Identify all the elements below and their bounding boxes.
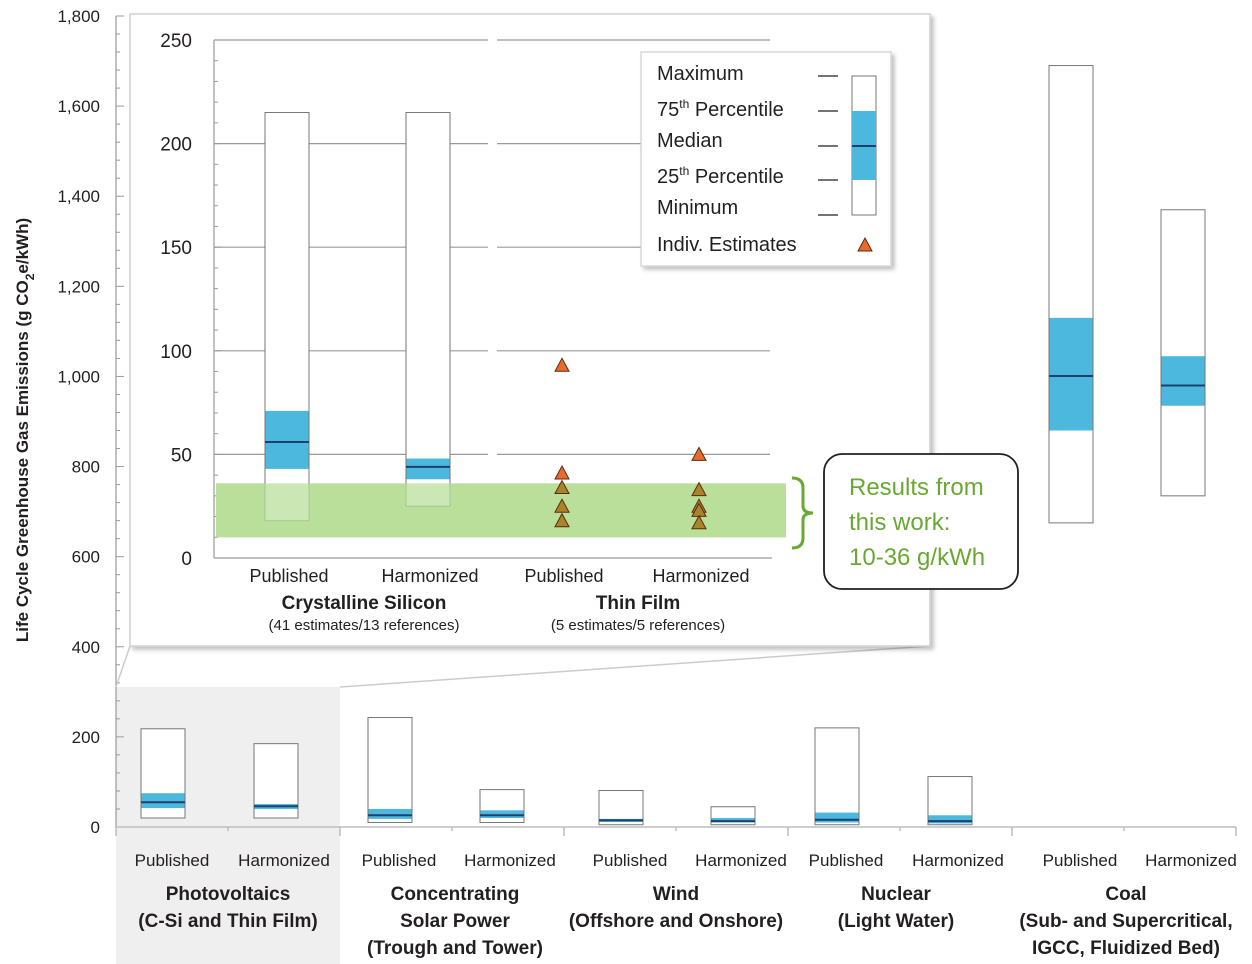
- inset-x-tick-label: Harmonized: [381, 566, 478, 586]
- legend-item-label: 25th Percentile: [657, 164, 784, 188]
- legend-item-label: Minimum: [657, 197, 738, 219]
- main-group-label: Coal: [1105, 884, 1146, 905]
- main-group-label: Photovoltaics: [166, 884, 291, 905]
- main-y-tick-label: 1,200: [57, 277, 100, 296]
- box-iqr: [368, 808, 412, 819]
- main-y-tick-label: 1,000: [57, 367, 100, 386]
- estimate-marker: [691, 481, 707, 497]
- main-group-label: (Offshore and Onshore): [569, 911, 783, 932]
- main-group-label: Concentrating: [391, 884, 520, 905]
- main-x-tick-label: Harmonized: [912, 851, 1004, 870]
- legend: Maximum 75th Percentile Median 25th Percent…: [640, 51, 892, 267]
- inset-y-tick-label: 200: [160, 135, 192, 156]
- inset-estimates: [554, 357, 707, 530]
- results-callout-line: Results from: [849, 474, 984, 501]
- main-x-tick-label: Harmonized: [1145, 851, 1237, 870]
- main-group-labels: Photovoltaics (C-Si and Thin Film) Concent…: [138, 884, 1232, 959]
- legend-items: Maximum 75th Percentile Median 25th Percent…: [657, 63, 838, 256]
- results-callout-line: this work:: [849, 509, 950, 536]
- box-iqr: [815, 812, 859, 823]
- main-y-tick-label: 400: [72, 638, 100, 657]
- legend-frame: [640, 51, 892, 267]
- results-callout-line: 10-36 g/kWh: [849, 544, 985, 571]
- main-boxes: [140, 65, 1206, 826]
- main-x-tick-label: Published: [809, 851, 884, 870]
- main-y-axis-title: Life Cycle Greenhouse Gas Emissions (g C…: [13, 218, 37, 642]
- inset-y-tick-label: 0: [181, 549, 192, 570]
- estimate-marker: [554, 357, 570, 372]
- estimate-marker: [554, 479, 570, 495]
- main-x-tick-label: Published: [362, 851, 437, 870]
- inset-x-tick-label: Harmonized: [652, 566, 749, 586]
- estimate-marker: [554, 498, 570, 513]
- inset-group-title: Thin Film: [596, 593, 680, 614]
- results-bracket: [791, 476, 814, 550]
- estimate-marker: [554, 512, 570, 528]
- main-group-label: Nuclear: [861, 884, 931, 905]
- results-band-overlay: [216, 483, 786, 538]
- inset-y-tick-label: 250: [160, 31, 192, 52]
- main-y-tick-label: 1,800: [57, 7, 100, 26]
- legend-item-label: 75th Percentile: [657, 97, 784, 121]
- main-x-tick-labels: Published Harmonized Published Harmonized Pu…: [135, 851, 1237, 870]
- main-x-tick-label: Harmonized: [695, 851, 787, 870]
- inset-boxes: [216, 112, 786, 538]
- inset-x-tick-label: Published: [524, 566, 603, 586]
- inset-y-tick-label: 150: [160, 238, 192, 259]
- main-x-tick-label: Harmonized: [238, 851, 330, 870]
- estimate-marker: [554, 464, 570, 480]
- box-iqr: [480, 810, 524, 818]
- main-group-label: IGCC, Fluidized Bed): [1032, 938, 1220, 959]
- main-group-label: Solar Power: [400, 911, 510, 932]
- inset-x-tick-label: Published: [249, 566, 328, 586]
- inset-group-title: Crystalline Silicon: [282, 593, 447, 614]
- main-group-label: (Sub- and Supercritical,: [1019, 911, 1232, 932]
- main-x-tick-label: Harmonized: [464, 851, 556, 870]
- inset-box-iqr: [406, 458, 450, 480]
- main-y-tick-label: 600: [72, 548, 100, 567]
- inset-box-range: [405, 112, 451, 507]
- main-group-label: (Light Water): [838, 911, 954, 932]
- estimate-marker: [691, 446, 707, 461]
- main-group-label: (Trough and Tower): [367, 938, 543, 959]
- inset-group-labels: Crystalline Silicon (41 estimates/13 refe…: [269, 593, 726, 634]
- box-range: [367, 717, 413, 823]
- inset-y-tick-label: 50: [171, 445, 192, 466]
- main-x-tick-label: Published: [593, 851, 668, 870]
- zoom-connector-right: [339, 645, 931, 688]
- main-y-tick-label: 200: [72, 728, 100, 747]
- box-range: [814, 727, 860, 826]
- results-callout: [823, 453, 1019, 590]
- zoom-connector-left: [115, 645, 131, 688]
- estimate-marker: [691, 514, 707, 530]
- main-y-axis: 0 200 400 600 800 1,000 1,200 1,400 1,600 1,800: [57, 7, 124, 837]
- inset-box-iqr: [265, 410, 309, 469]
- legend-item-label: Indiv. Estimates: [657, 234, 797, 256]
- box-range: [1160, 209, 1206, 497]
- legend-estimate-marker: [857, 236, 873, 252]
- legend-item-label: Maximum: [657, 63, 744, 85]
- main-y-tick-label: 0: [91, 818, 100, 837]
- box-iqr: [928, 815, 972, 824]
- group-separators: [115, 827, 1237, 836]
- inset-group-subtitle: (41 estimates/13 references): [269, 617, 460, 634]
- inset-group-subtitle: (5 estimates/5 references): [551, 617, 725, 634]
- box-iqr: [1161, 356, 1205, 406]
- main-x-tick-label: Published: [1043, 851, 1118, 870]
- inset-x-tick-labels: Published Harmonized Published Harmonized: [249, 566, 749, 586]
- legend-item-label: Median: [657, 130, 723, 152]
- main-y-tick-label: 800: [72, 458, 100, 477]
- box-iqr: [1049, 317, 1093, 431]
- main-y-tick-label: 1,600: [57, 97, 100, 116]
- box-range: [1048, 65, 1094, 524]
- results-callout-text: Results from this work: 10-36 g/kWh: [849, 474, 985, 571]
- main-y-tick-label: 1,400: [57, 187, 100, 206]
- box-iqr: [141, 793, 185, 809]
- main-group-label: Wind: [653, 884, 699, 905]
- inset-y-tick-label: 100: [160, 342, 192, 363]
- main-x-tick-label: Published: [135, 851, 210, 870]
- inset-y-axis: 0 50 100 150 200 250: [160, 31, 221, 570]
- main-group-label: (C-Si and Thin Film): [138, 911, 317, 932]
